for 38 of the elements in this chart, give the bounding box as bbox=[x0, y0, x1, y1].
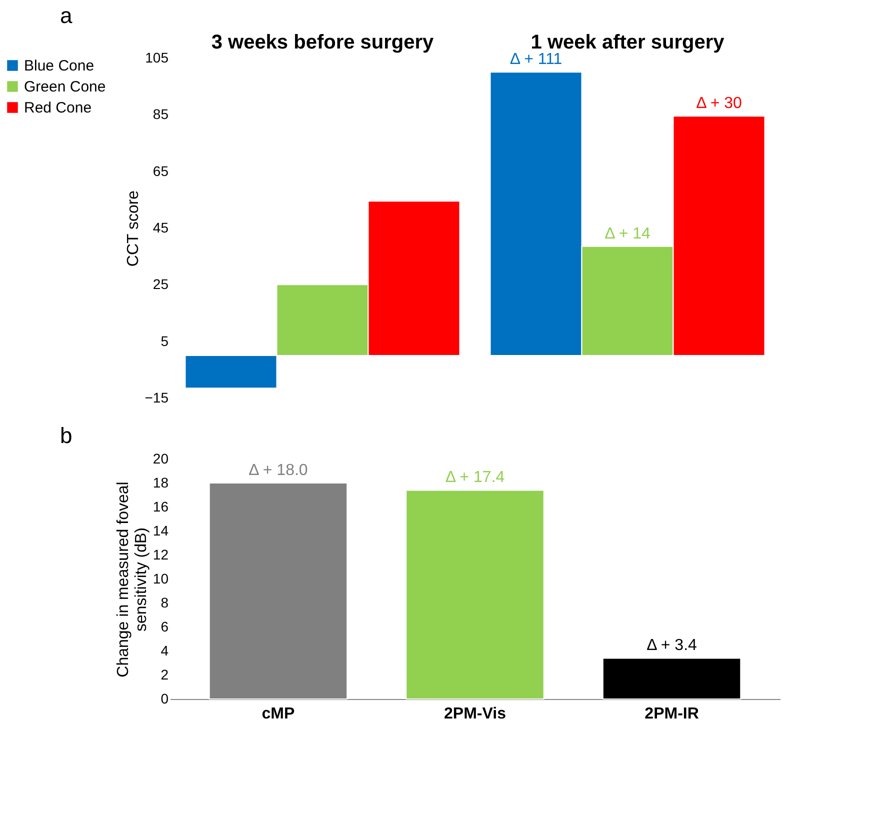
bar bbox=[602, 658, 742, 700]
annotation: Δ + 14 bbox=[604, 225, 651, 242]
y-tick-label: 8 bbox=[160, 594, 169, 610]
y-axis-title: Change in measured foveal sensitivity (dB) bbox=[114, 482, 150, 678]
x-tick-label: 3 weeks before surgery bbox=[211, 32, 435, 54]
y-tick-label: −15 bbox=[144, 390, 169, 406]
data-label: Δ + 18.0 bbox=[248, 462, 308, 479]
bar bbox=[406, 490, 544, 700]
x-tick-label: 2PM-Vis bbox=[444, 706, 506, 722]
y-tick-label: 14 bbox=[152, 522, 169, 538]
y-tick-label: 105 bbox=[145, 50, 169, 66]
y-axis-title: CCT score bbox=[124, 190, 142, 267]
annotation: Δ + 30 bbox=[696, 95, 742, 112]
x-tick-label: 1 week after surgery bbox=[530, 32, 726, 54]
data-label: Δ + 3.4 bbox=[646, 637, 698, 654]
y-tick-label: 20 bbox=[152, 450, 169, 466]
data-label: Δ + 17.4 bbox=[445, 469, 505, 486]
chart-title: b bbox=[60, 423, 72, 448]
y-tick-label: 85 bbox=[152, 106, 169, 122]
y-tick-label: 4 bbox=[160, 642, 169, 658]
y-tick-label: 45 bbox=[152, 220, 169, 236]
annotation: Δ + 111 bbox=[510, 51, 562, 68]
x-tick-label: 2PM-IR bbox=[644, 706, 700, 722]
y-tick-label: 65 bbox=[152, 162, 169, 179]
y-tick-label: 2 bbox=[160, 666, 169, 682]
y-tick-label: 18 bbox=[152, 474, 169, 490]
y-tick-label: 12 bbox=[152, 546, 169, 562]
y-tick-label: 0 bbox=[160, 690, 169, 706]
legend-label: Green Cone bbox=[24, 78, 106, 96]
legend-label: Red Cone bbox=[24, 100, 92, 116]
y-tick-label: 25 bbox=[152, 276, 169, 292]
y-tick-label: 5 bbox=[160, 332, 169, 349]
y-tick-label: 10 bbox=[152, 570, 169, 586]
chart-title: a bbox=[60, 3, 73, 28]
y-tick-label: 6 bbox=[160, 618, 169, 634]
y-tick-label: 16 bbox=[152, 498, 169, 514]
x-tick-label: cMP bbox=[262, 706, 295, 722]
legend-label: Blue Cone bbox=[24, 58, 94, 74]
